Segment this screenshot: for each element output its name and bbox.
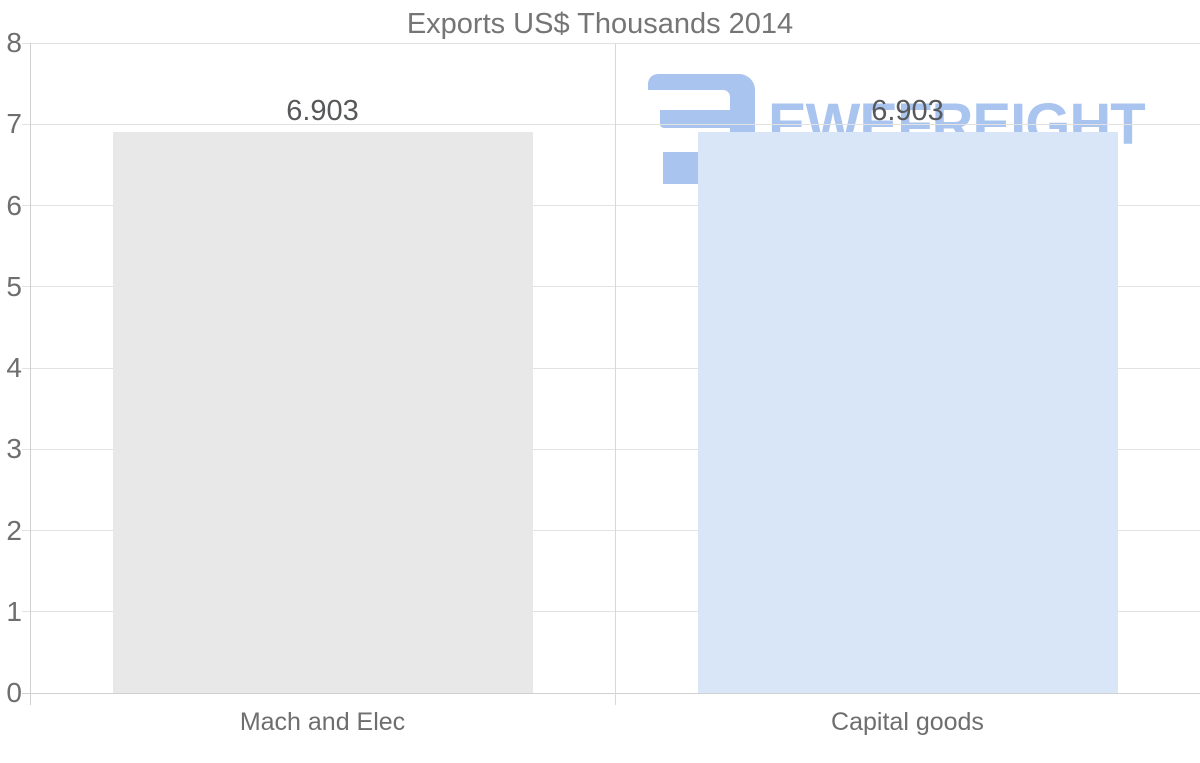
y-axis-line [29,43,31,705]
gridline-y-2 [22,530,1200,531]
value-label: 6.903 [871,95,944,128]
y-tick-label-3: 3 [6,433,22,465]
bar-capital-goods[interactable] [697,132,1118,693]
gridline-y-5 [22,286,1200,288]
gridline-y-3 [22,448,1200,450]
y-tick-label-4: 4 [6,352,22,383]
gridline-y-7 [22,123,1200,125]
y-tick-label-1: 1 [6,595,22,627]
bar-mach-and-elec[interactable] [112,132,533,693]
gridline-y-0 [22,692,1200,694]
y-tick-label-6: 6 [6,189,22,221]
gridline-y-4 [22,367,1200,369]
category-divider-line [614,43,616,705]
y-tick-label-2: 2 [6,514,22,546]
gridline-y-8 [22,42,1200,44]
y-tick-label-5: 5 [6,270,22,302]
y-tick-label-0: 0 [6,677,22,708]
gridline-y-1 [22,611,1200,613]
y-tick-label-7: 7 [6,108,22,140]
x-category-label: Mach and Elec [239,708,406,736]
gridline-y-6 [22,205,1200,206]
x-category-label: Capital goods [831,708,984,736]
y-tick-label-8: 8 [6,27,22,58]
value-label: 6.903 [286,95,359,128]
chart-title: Exports US$ Thousands 2014 [406,8,794,40]
